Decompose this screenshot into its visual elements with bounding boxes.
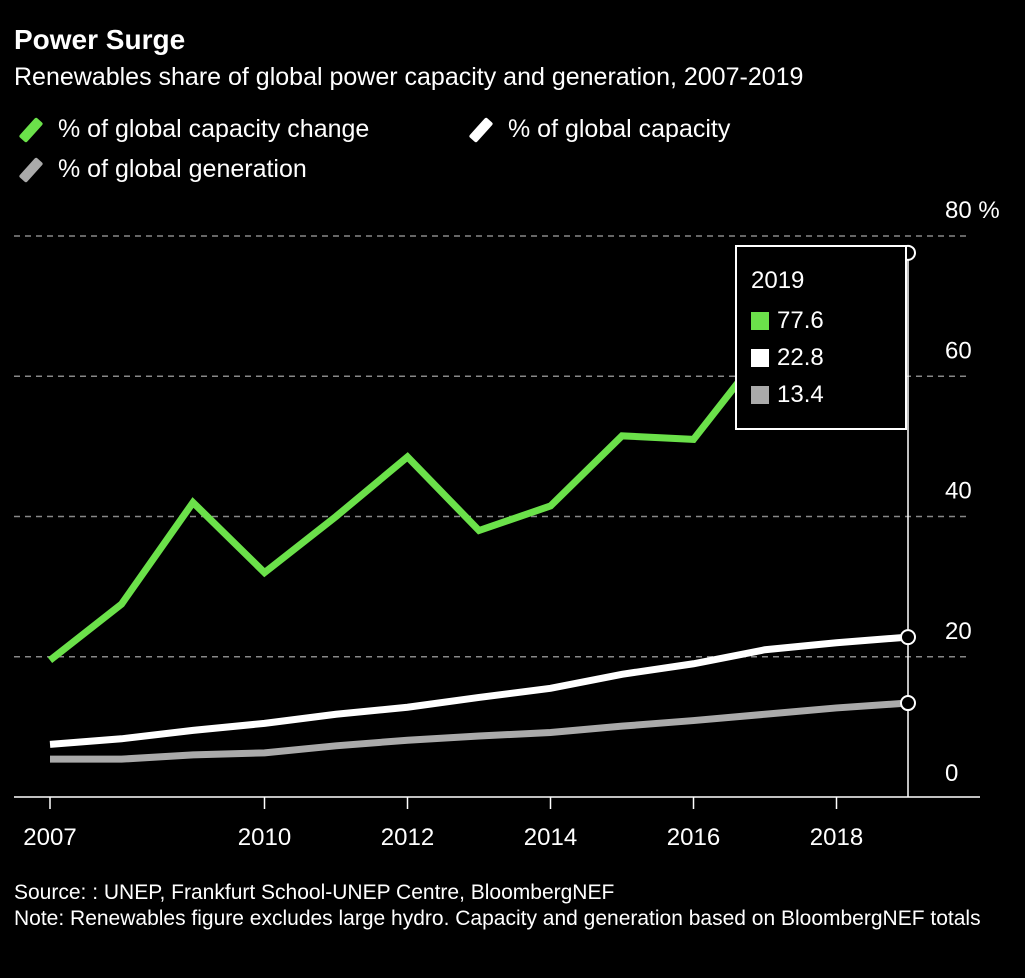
tooltip-value: 13.4: [777, 381, 824, 408]
hover-tooltip: 2019 77.6 22.8 13.4: [735, 245, 907, 430]
tooltip-swatch-white: [751, 349, 769, 367]
tooltip-swatch-green: [751, 312, 769, 330]
x-tick-label: 2012: [381, 824, 434, 851]
legend-item-generation: % of global generation: [18, 155, 307, 184]
legend-label: % of global capacity: [508, 115, 731, 143]
x-tick-label: 2016: [667, 824, 720, 851]
chart-title: Power Surge: [14, 24, 186, 55]
series-line: [49, 633, 909, 748]
y-axis: 0 20 40 60 80 %: [945, 197, 1000, 787]
tooltip-row-generation: 13.4: [751, 381, 824, 409]
chart-subtitle: Renewables share of global power capacit…: [14, 63, 804, 91]
legend-label: % of global capacity change: [58, 115, 370, 143]
x-tick-label: 2014: [524, 824, 577, 851]
x-tick-label: 2007: [23, 824, 76, 851]
footnote: Note: Renewables figure excludes large h…: [14, 907, 981, 931]
series-line: [50, 699, 909, 763]
source-note: Source: : UNEP, Frankfurt School-UNEP Ce…: [14, 881, 615, 904]
y-tick-label: 0: [945, 760, 958, 787]
y-tick-label: 60: [945, 337, 972, 364]
x-axis: 2007 2010 2012 2014 2016 2018: [14, 796, 980, 851]
tooltip-row-capacity-change: 77.6: [751, 307, 824, 335]
chart-notes: Source: : UNEP, Frankfurt School-UNEP Ce…: [14, 880, 1014, 933]
tooltip-value: 22.8: [777, 344, 824, 371]
legend-item-capacity: % of global capacity: [468, 115, 730, 144]
y-tick-label: 20: [945, 618, 972, 645]
legend-label: % of global generation: [58, 155, 307, 183]
legend-item-capacity-change: % of global capacity change: [18, 115, 369, 144]
tooltip-year: 2019: [751, 267, 805, 294]
y-tick-label: 80 %: [945, 197, 1000, 224]
tooltip-swatch-gray: [751, 386, 769, 404]
x-tick-label: 2018: [810, 824, 863, 851]
y-tick-label: 40: [945, 478, 972, 505]
x-tick-label: 2010: [238, 824, 291, 851]
series-end-marker: [900, 629, 916, 646]
series-end-marker: [900, 695, 916, 712]
tooltip-value: 77.6: [777, 307, 824, 334]
tooltip-row-capacity: 22.8: [751, 344, 824, 372]
